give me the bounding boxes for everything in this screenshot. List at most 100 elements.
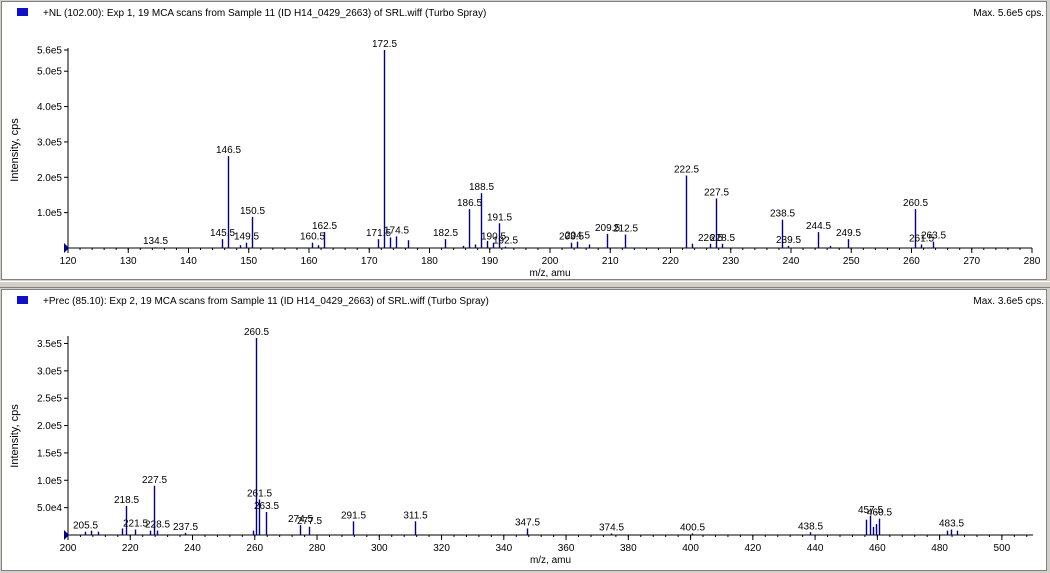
x-tick-label: 340 xyxy=(495,543,512,554)
peak-label: 150.5 xyxy=(240,206,265,217)
x-axis-title: m/z, amu xyxy=(529,268,570,279)
x-tick-label: 240 xyxy=(783,256,800,267)
peak-label: 209.5 xyxy=(595,223,620,234)
y-tick-label: 4.0e5 xyxy=(37,102,62,113)
peak-label: 260.5 xyxy=(244,327,269,338)
peak-label: 263.5 xyxy=(254,501,279,512)
peak-label: 160.5 xyxy=(300,232,325,243)
peak-label: 291.5 xyxy=(341,510,366,521)
x-tick-label: 360 xyxy=(558,543,575,554)
spectrum-chart-nl[interactable]: +NL (102.00): Exp 1, 19 MCA scans from S… xyxy=(2,2,1047,280)
peak-label: 249.5 xyxy=(836,228,861,239)
x-tick-label: 320 xyxy=(433,543,450,554)
peak-label: 274.5 xyxy=(288,514,313,525)
peak-label: 244.5 xyxy=(806,221,831,232)
peak-label: 218.5 xyxy=(114,495,139,506)
peak-label: 374.5 xyxy=(599,522,624,533)
y-tick-label: 5.0e4 xyxy=(37,503,62,514)
spectrum-pane-prec[interactable]: +Prec (85.10): Exp 2, 19 MCA scans from … xyxy=(1,289,1047,571)
y-axis-title: Intensity, cps xyxy=(9,118,21,182)
x-tick-label: 380 xyxy=(620,543,637,554)
peak-label: 438.5 xyxy=(798,521,823,532)
peak-label: 204.5 xyxy=(565,231,590,242)
max-intensity-label: Max. 5.6e5 cps. xyxy=(973,8,1044,19)
y-axis-title: Intensity, cps xyxy=(9,404,21,468)
peak-label: 212.5 xyxy=(613,224,638,235)
x-tick-label: 260 xyxy=(246,543,263,554)
y-tick-label: 3.0e5 xyxy=(37,137,62,148)
peak-label: 277.5 xyxy=(297,516,322,527)
peak-label: 239.5 xyxy=(776,235,801,246)
x-tick-label: 400 xyxy=(682,543,699,554)
y-tick-label: 5.6e5 xyxy=(37,46,62,57)
x-tick-label: 120 xyxy=(60,256,77,267)
x-tick-label: 130 xyxy=(120,256,137,267)
peak-label: 190.5 xyxy=(481,232,506,243)
peak-label: 227.5 xyxy=(142,475,167,486)
peak-label: 260.5 xyxy=(903,198,928,209)
experiment-color-marker xyxy=(17,296,28,304)
peak-label: 222.5 xyxy=(674,165,699,176)
peak-label: 205.5 xyxy=(73,521,98,532)
peak-label: 226.5 xyxy=(698,233,723,244)
peak-label: 172.5 xyxy=(372,39,397,50)
x-tick-label: 440 xyxy=(807,543,824,554)
x-tick-label: 230 xyxy=(722,256,739,267)
y-tick-label: 2.5e5 xyxy=(37,394,62,405)
y-tick-label: 1.0e5 xyxy=(37,208,62,219)
x-tick-label: 170 xyxy=(361,256,378,267)
experiment-title: +NL (102.00): Exp 1, 19 MCA scans from S… xyxy=(43,8,486,19)
x-axis-title: m/z, amu xyxy=(530,555,571,566)
x-tick-label: 420 xyxy=(744,543,761,554)
x-tick-label: 300 xyxy=(371,543,388,554)
pane-splitter[interactable] xyxy=(0,281,1050,288)
peak-label: 238.5 xyxy=(770,209,795,220)
x-tick-label: 190 xyxy=(481,256,498,267)
peak-label: 228.5 xyxy=(710,233,735,244)
spectrum-pane-nl[interactable]: +NL (102.00): Exp 1, 19 MCA scans from S… xyxy=(1,1,1047,280)
y-tick-label: 1.5e5 xyxy=(37,448,62,459)
peak-label: 460.5 xyxy=(867,508,892,519)
peak-label: 134.5 xyxy=(143,236,168,247)
x-tick-label: 180 xyxy=(421,256,438,267)
x-tick-label: 480 xyxy=(931,543,948,554)
y-tick-label: 5.0e5 xyxy=(37,67,62,78)
peak-label: 192.5 xyxy=(493,236,518,247)
x-tick-label: 220 xyxy=(662,256,679,267)
peak-label: 261.5 xyxy=(909,233,934,244)
peak-label: 162.5 xyxy=(312,221,337,232)
spectrum-chart-prec[interactable]: +Prec (85.10): Exp 2, 19 MCA scans from … xyxy=(2,290,1047,571)
x-tick-label: 220 xyxy=(122,543,139,554)
peak-label: 171.5 xyxy=(366,228,391,239)
y-tick-label: 3.5e5 xyxy=(37,339,62,350)
peak-label: 182.5 xyxy=(433,228,458,239)
x-tick-label: 250 xyxy=(843,256,860,267)
peak-label: 188.5 xyxy=(469,182,494,193)
x-tick-label: 160 xyxy=(301,256,318,267)
experiment-title: +Prec (85.10): Exp 2, 19 MCA scans from … xyxy=(43,296,489,307)
x-tick-label: 500 xyxy=(994,543,1011,554)
max-intensity-label: Max. 3.6e5 cps. xyxy=(973,296,1044,307)
baseline-marker-icon xyxy=(64,530,69,540)
peak-label: 145.5 xyxy=(210,228,235,239)
peak-label: 228.5 xyxy=(145,520,170,531)
x-tick-label: 200 xyxy=(60,543,77,554)
peak-label: 227.5 xyxy=(704,188,729,199)
peak-label: 400.5 xyxy=(680,522,705,533)
x-tick-label: 460 xyxy=(869,543,886,554)
peak-label: 261.5 xyxy=(247,488,272,499)
peak-label: 483.5 xyxy=(939,519,964,530)
peak-label: 186.5 xyxy=(457,198,482,209)
y-tick-label: 1.0e5 xyxy=(37,476,62,487)
x-tick-label: 150 xyxy=(240,256,257,267)
experiment-color-marker xyxy=(17,8,28,16)
peak-label: 263.5 xyxy=(921,231,946,242)
baseline-marker-icon xyxy=(64,243,69,253)
x-tick-label: 260 xyxy=(903,256,920,267)
peak-label: 149.5 xyxy=(234,232,259,243)
peak-label: 221.5 xyxy=(123,519,148,530)
x-tick-label: 240 xyxy=(184,543,201,554)
x-tick-label: 200 xyxy=(542,256,559,267)
peak-label: 237.5 xyxy=(173,522,198,533)
peak-label: 457.5 xyxy=(858,505,883,516)
